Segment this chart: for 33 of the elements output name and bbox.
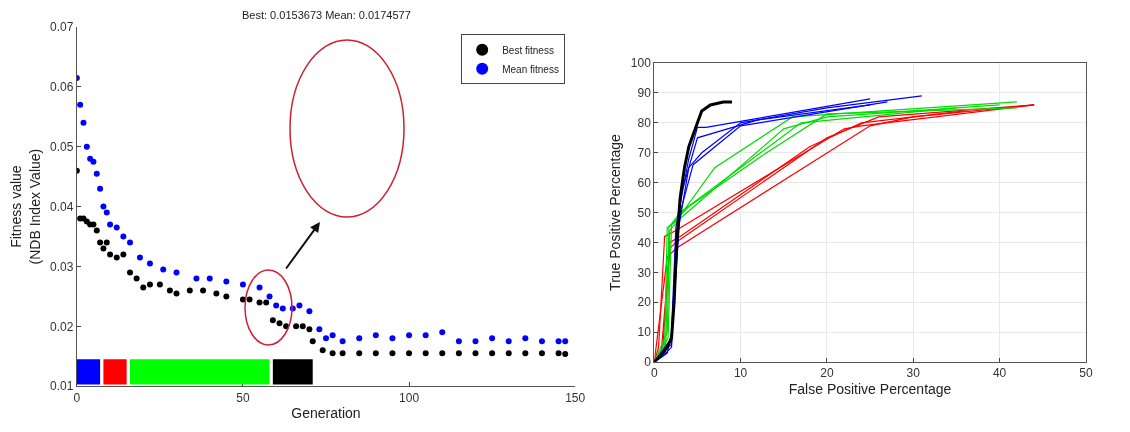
y-tick-label: 0.06 [50, 80, 74, 95]
x-axis-title: False Positive Percentage [788, 380, 952, 397]
x-axis-title: Generation [291, 404, 361, 421]
x-tick-label: 150 [565, 390, 586, 405]
x-tick-label: 100 [399, 390, 420, 405]
y-tick-label: 0.04 [50, 199, 74, 214]
y-tick-label: 10 [637, 325, 652, 340]
y-tick-label: 60 [637, 175, 652, 190]
x-tick-label: 10 [733, 366, 748, 381]
y-tick-label: 0.03 [50, 259, 74, 274]
x-tick-label: 50 [1079, 366, 1093, 381]
chart-title: Best: 0.0153673 Mean: 0.0174577 [242, 9, 411, 21]
legend-label: Mean fitness [502, 63, 559, 75]
y-axis-title: True Positive Percentage [607, 134, 624, 291]
y-axis-title: Fitness value (NDB Index Value) [8, 148, 43, 265]
x-tick-label: 20 [820, 366, 834, 381]
legend-label: Best fitness [502, 44, 554, 56]
y-tick-label: 80 [637, 116, 652, 131]
x-tick-label: 40 [992, 366, 1007, 381]
y-tick-label: 90 [637, 86, 652, 101]
y-tick-label: 40 [637, 235, 652, 250]
y-tick-label: 100 [630, 56, 652, 71]
y-tick-label: 70 [637, 145, 652, 160]
y-tick-label: 0.02 [50, 319, 74, 334]
y-tick-label: 0.07 [50, 20, 74, 35]
y-tick-label: 0 [644, 355, 652, 370]
y-tick-label: 0.05 [50, 139, 74, 154]
y-tick-label: 20 [637, 295, 652, 310]
y-tick-label: 50 [637, 205, 652, 220]
y-tick-label: 30 [637, 265, 652, 280]
y-tick-label: 0.01 [50, 379, 74, 394]
x-tick-label: 50 [236, 390, 250, 405]
x-tick-label: 30 [906, 366, 921, 381]
